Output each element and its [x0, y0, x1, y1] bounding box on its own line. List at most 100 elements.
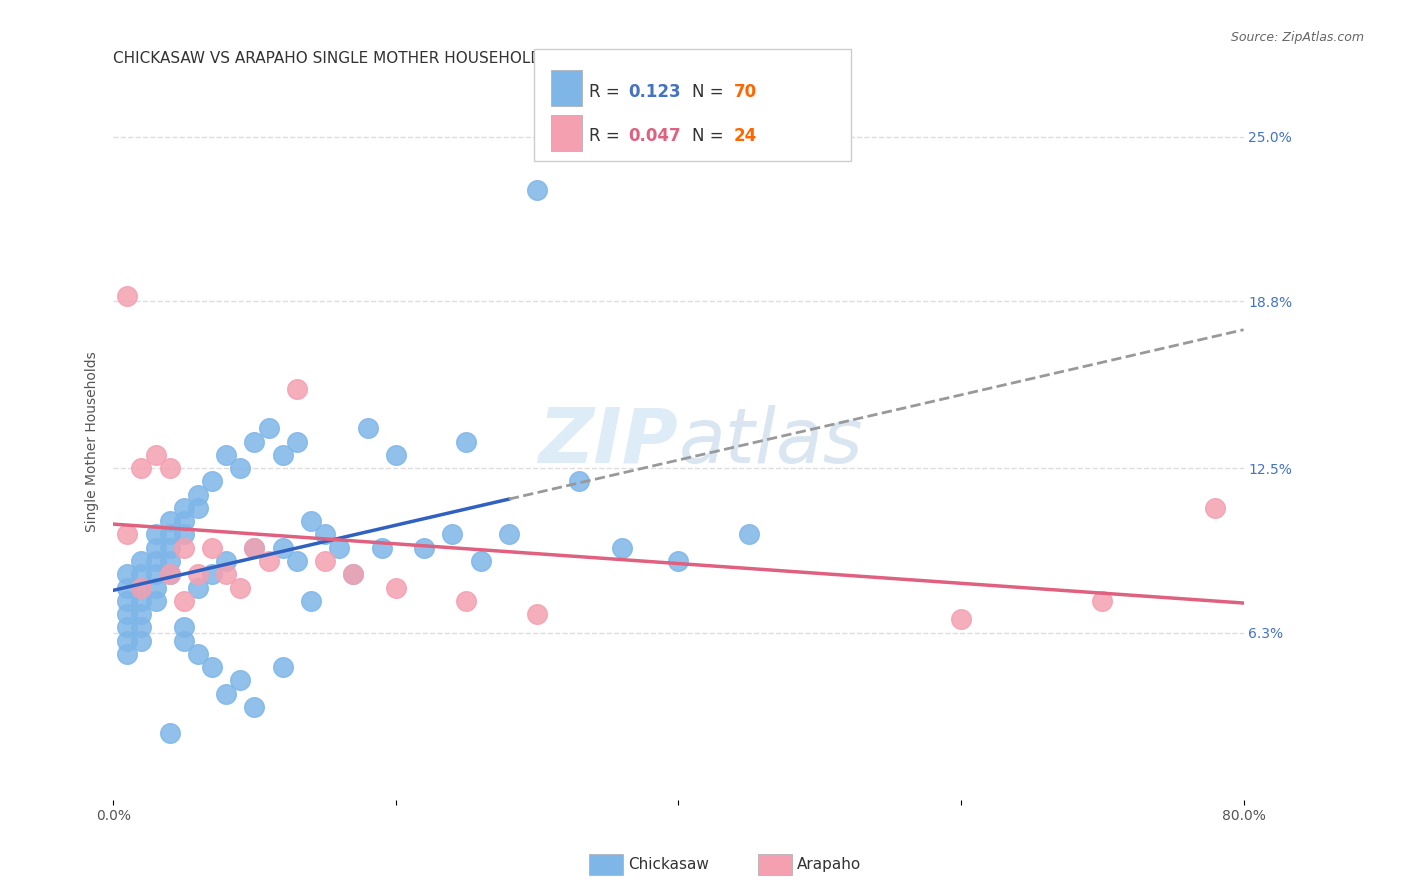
Point: [117, 594, 139, 608]
Point: [456, 594, 478, 608]
Text: Arapaho: Arapaho: [797, 857, 862, 871]
Point: [271, 448, 294, 462]
Point: [201, 475, 224, 489]
Point: [257, 554, 280, 568]
Point: [285, 554, 308, 568]
Point: [173, 527, 195, 541]
Point: [145, 448, 167, 462]
Point: [314, 527, 336, 541]
Point: [215, 687, 238, 701]
Point: [131, 581, 153, 595]
Point: [145, 581, 167, 595]
Point: [145, 594, 167, 608]
Point: [456, 434, 478, 449]
Point: [285, 382, 308, 396]
Text: N =: N =: [692, 83, 728, 101]
Point: [1204, 500, 1226, 515]
Point: [117, 633, 139, 648]
Point: [215, 448, 238, 462]
Point: [201, 541, 224, 555]
Point: [117, 567, 139, 582]
Point: [441, 527, 464, 541]
Point: [173, 620, 195, 634]
Point: [342, 567, 364, 582]
Point: [215, 554, 238, 568]
Point: [187, 500, 209, 515]
Point: [159, 567, 181, 582]
Point: [117, 647, 139, 661]
Text: Source: ZipAtlas.com: Source: ZipAtlas.com: [1230, 31, 1364, 45]
Point: [187, 567, 209, 582]
Point: [299, 514, 322, 528]
Point: [949, 612, 972, 626]
Point: [131, 567, 153, 582]
Point: [229, 581, 252, 595]
Point: [117, 581, 139, 595]
Point: [568, 475, 591, 489]
Point: [117, 607, 139, 621]
Point: [385, 448, 408, 462]
Point: [173, 633, 195, 648]
Point: [131, 554, 153, 568]
Point: [257, 421, 280, 435]
Point: [271, 541, 294, 555]
Point: [215, 567, 238, 582]
Point: [173, 514, 195, 528]
Point: [299, 594, 322, 608]
Text: R =: R =: [589, 128, 630, 145]
Point: [159, 514, 181, 528]
Point: [117, 527, 139, 541]
Point: [131, 633, 153, 648]
Text: 0.123: 0.123: [628, 83, 681, 101]
Point: [243, 700, 266, 714]
Point: [470, 554, 492, 568]
Point: [173, 594, 195, 608]
Point: [243, 434, 266, 449]
Point: [243, 541, 266, 555]
Point: [229, 673, 252, 688]
Point: [131, 594, 153, 608]
Point: [145, 567, 167, 582]
Point: [159, 527, 181, 541]
Point: [145, 554, 167, 568]
Point: [187, 581, 209, 595]
Point: [342, 567, 364, 582]
Text: R =: R =: [589, 83, 630, 101]
Point: [117, 620, 139, 634]
Point: [498, 527, 520, 541]
Point: [526, 183, 548, 197]
Point: [173, 500, 195, 515]
Text: ZIP: ZIP: [538, 405, 678, 479]
Point: [666, 554, 689, 568]
Point: [229, 461, 252, 475]
Point: [413, 541, 436, 555]
Point: [187, 647, 209, 661]
Point: [201, 660, 224, 674]
Point: [385, 581, 408, 595]
Point: [1091, 594, 1114, 608]
Point: [285, 434, 308, 449]
Point: [187, 488, 209, 502]
Text: atlas: atlas: [678, 405, 863, 479]
Text: 0.047: 0.047: [628, 128, 681, 145]
Point: [159, 554, 181, 568]
Text: CHICKASAW VS ARAPAHO SINGLE MOTHER HOUSEHOLDS CORRELATION CHART: CHICKASAW VS ARAPAHO SINGLE MOTHER HOUSE…: [114, 51, 723, 66]
Point: [526, 607, 548, 621]
Point: [328, 541, 350, 555]
Point: [145, 541, 167, 555]
Point: [159, 461, 181, 475]
Text: Chickasaw: Chickasaw: [628, 857, 710, 871]
Point: [738, 527, 761, 541]
Point: [201, 567, 224, 582]
Point: [610, 541, 633, 555]
Point: [159, 726, 181, 740]
Point: [356, 421, 378, 435]
Point: [131, 581, 153, 595]
Point: [243, 541, 266, 555]
Point: [314, 554, 336, 568]
Point: [131, 607, 153, 621]
Text: 70: 70: [734, 83, 756, 101]
Text: N =: N =: [692, 128, 728, 145]
Point: [159, 567, 181, 582]
Point: [271, 660, 294, 674]
